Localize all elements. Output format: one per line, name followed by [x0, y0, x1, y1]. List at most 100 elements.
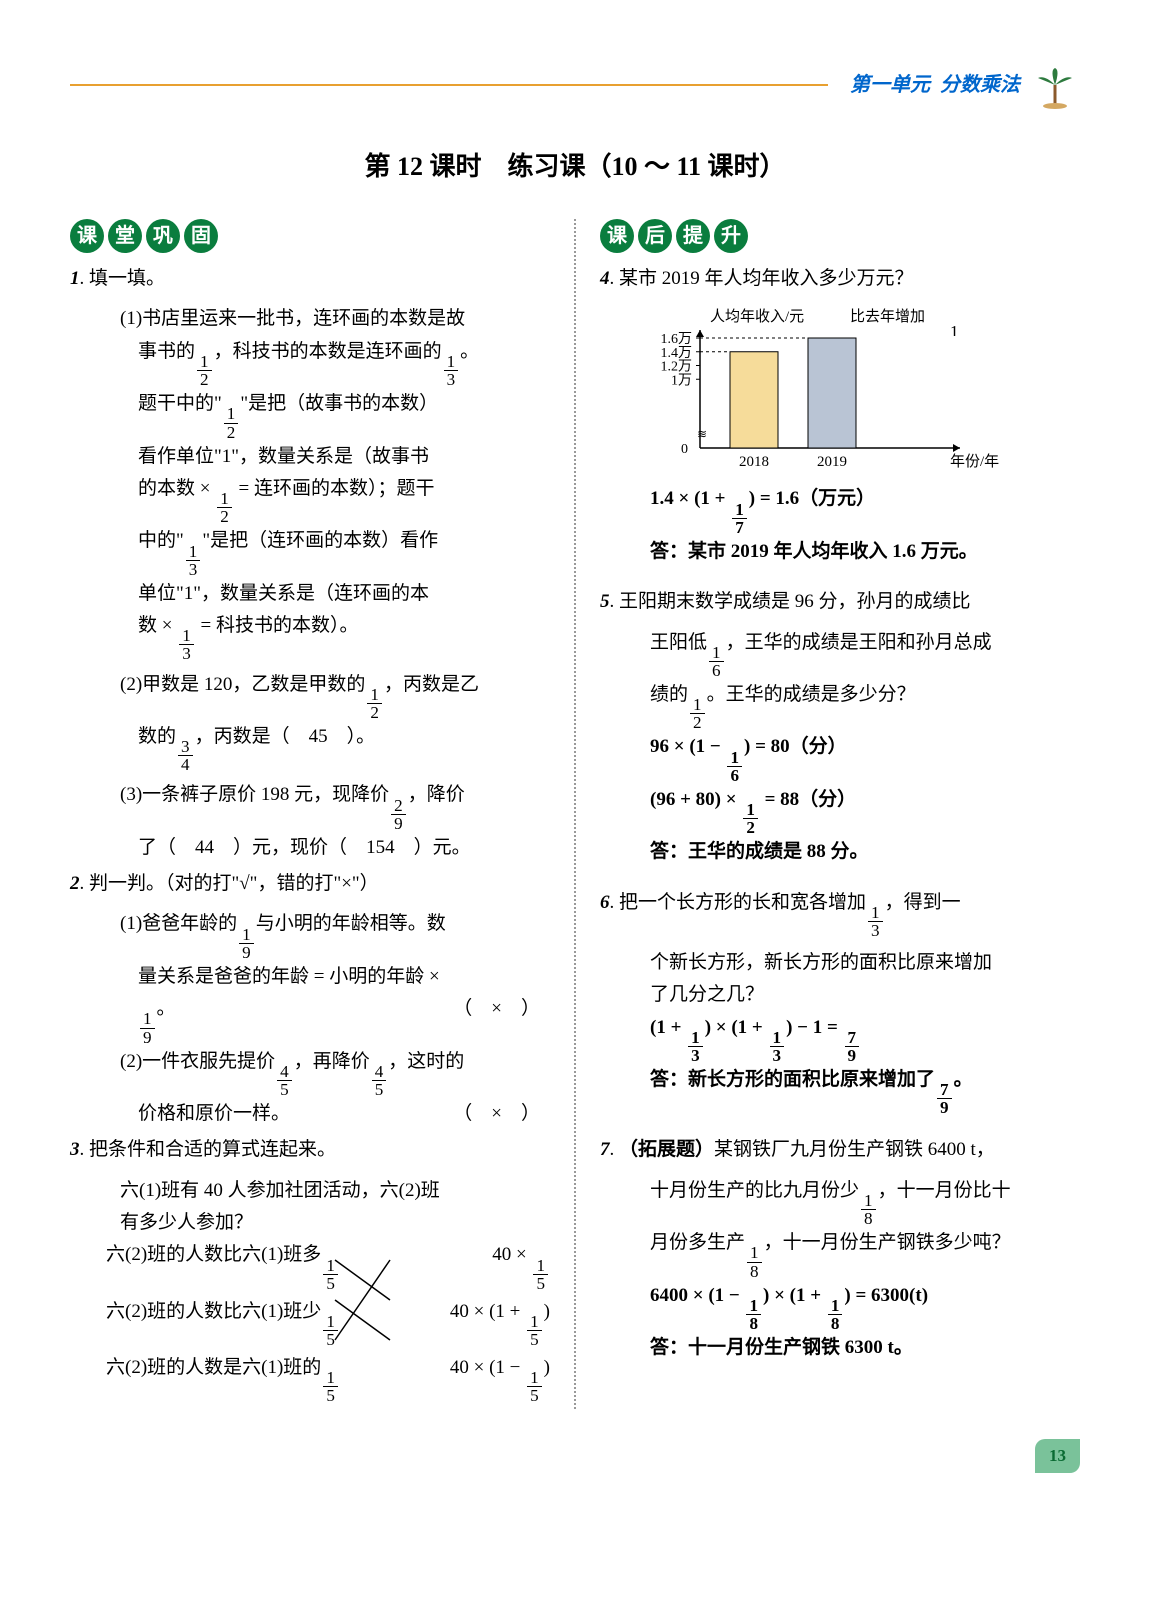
- q5-answer: 答：王华的成绩是 88 分。: [600, 836, 1080, 868]
- text: 事书的: [138, 341, 195, 362]
- text: 答：新长方形的面积比原来增加了: [650, 1069, 935, 1090]
- text: ) = 1.6（万元）: [749, 488, 875, 509]
- q1-s1-line: 数 × 13 = 科技书的本数）。: [70, 610, 550, 662]
- text: 96 × (1 −: [650, 736, 725, 757]
- badge-char: 固: [184, 219, 218, 253]
- text: 量关系是爸爸的年龄 = 小明的年龄 ×: [138, 966, 440, 987]
- q3-intro: 六(1)班有 40 人参加社团活动，六(2)班: [70, 1175, 550, 1207]
- answer: 44: [195, 837, 214, 858]
- q2-title: 判一判。（对的打"√"，错的打"×"）: [89, 873, 379, 894]
- q7-answer: 答：十一月份生产钢铁 6300 t。: [600, 1332, 1080, 1364]
- text: ）看作: [381, 530, 438, 551]
- fraction: 13: [186, 543, 201, 578]
- text: ）元。: [414, 837, 471, 858]
- question-6: 6. 把一个长方形的长和宽各增加13，得到一: [600, 887, 1080, 939]
- text: ）: [419, 393, 438, 414]
- right-column: 课 后 提 升 4. 某市 2019 年人均年收入多少万元？ 人均年收入/元比去…: [600, 219, 1080, 1408]
- label: (1): [120, 308, 142, 329]
- section-badge-classwork: 课 堂 巩 固: [70, 219, 218, 253]
- q-num: 2: [70, 873, 80, 894]
- badge-char: 课: [600, 219, 634, 253]
- q2-s1: (1)爸爸年龄的19与小明的年龄相等。数: [70, 908, 550, 960]
- q5-work: 96 × (1 − 16) = 80（分）: [600, 731, 1080, 783]
- q-num: 4: [600, 268, 610, 289]
- match-left: 六(2)班的人数比六(1)班多15: [106, 1239, 340, 1291]
- q2-s1-line: 19。 （ × ）: [70, 993, 550, 1045]
- badge-char: 堂: [108, 219, 142, 253]
- svg-text:1万: 1万: [671, 374, 692, 389]
- fraction: 18: [828, 1297, 843, 1332]
- q1-s2: (2)甲数是 120，乙数是甲数的12，丙数是乙: [70, 669, 550, 721]
- q4-title: 某市 2019 年人均年收入多少万元？: [619, 268, 914, 289]
- text: 价格和原价一样。: [138, 1098, 290, 1130]
- column-divider: [574, 219, 576, 1408]
- q6-work: (1 + 13) × (1 + 13) − 1 = 79: [600, 1012, 1080, 1064]
- text: 。: [460, 341, 479, 362]
- q5-line: 王阳低16，王华的成绩是王阳和孙月总成: [600, 627, 1080, 679]
- question-1: 1. 填一填。: [70, 263, 550, 295]
- fraction: 17: [732, 501, 747, 536]
- fraction: 13: [444, 353, 459, 388]
- bar-chart: 人均年收入/元比去年增加1701万1.2万1.4万1.6万≋20182019年份…: [640, 303, 1000, 473]
- fraction: 79: [845, 1029, 860, 1064]
- lesson-title: 第 12 课时 练习课（10 ～ 11 课时）: [70, 145, 1080, 189]
- text: (96 + 80) ×: [650, 789, 741, 810]
- q2-s2-line: 价格和原价一样。 （ × ）: [70, 1098, 550, 1130]
- question-4: 4. 某市 2019 年人均年收入多少万元？: [600, 263, 1080, 295]
- svg-text:年份/年: 年份/年: [950, 453, 999, 470]
- answer: 的本数 ×: [138, 478, 215, 499]
- answer: = 科技书的本数: [196, 615, 330, 636]
- text: ，丙数是（: [195, 726, 290, 747]
- text: ）。: [330, 615, 359, 636]
- match-lines: [330, 1245, 400, 1365]
- left-column: 课 堂 巩 固 1. 填一填。 (1)书店里运来一批书，连环画的本数是故 事书的…: [70, 219, 550, 1408]
- match-right: 40 × 15: [492, 1239, 550, 1291]
- match-row: 六(2)班的人数比六(1)班少1540 × (1 + 15): [106, 1296, 550, 1348]
- match-right: 40 × (1 + 15): [450, 1296, 550, 1348]
- fraction: 45: [372, 1063, 387, 1098]
- q1-title: 填一填。: [89, 268, 165, 289]
- text: ，科技书的本数是连环画的: [214, 341, 442, 362]
- answer: 154: [366, 837, 395, 858]
- q1-s1-line: 事书的12，科技书的本数是连环画的13。: [70, 336, 550, 388]
- fraction: 19: [239, 926, 254, 961]
- fraction: 34: [178, 738, 193, 773]
- text: ，降价: [408, 784, 465, 805]
- answer: 连环画的本数: [267, 530, 381, 551]
- fraction: 45: [277, 1063, 292, 1098]
- text: 书店里运来一批书，连环画的本数是故: [142, 308, 465, 329]
- text: 六(1)班有 40 人参加社团活动，六(2)班: [120, 1180, 440, 1201]
- text: 。: [157, 998, 176, 1019]
- text: = 88（分）: [760, 789, 856, 810]
- page-number-wrap: 13: [70, 1439, 1080, 1474]
- text: ）元，现价（: [233, 837, 347, 858]
- text: "是把（: [240, 393, 305, 414]
- fraction: 12: [217, 490, 232, 525]
- fraction: 18: [861, 1192, 876, 1227]
- text: ) = 80（分）: [744, 736, 847, 757]
- fraction: 12: [224, 405, 239, 440]
- text: 了（: [138, 837, 176, 858]
- match-left: 六(2)班的人数是六(1)班的15: [106, 1352, 340, 1404]
- q4-work: 1.4 × (1 + 17) = 1.6（万元）: [600, 483, 1080, 535]
- text: 。王华的成绩是多少分？: [707, 684, 916, 705]
- badge-char: 课: [70, 219, 104, 253]
- q1-s1: (1)书店里运来一批书，连环画的本数是故: [70, 303, 550, 335]
- label: (2): [120, 1051, 142, 1072]
- q5-line: 绩的12。王华的成绩是多少分？: [600, 679, 1080, 731]
- text: ) × (1 +: [763, 1285, 826, 1306]
- q-num: 7: [600, 1139, 610, 1160]
- text: ，再降价: [294, 1051, 370, 1072]
- text: "是把（: [202, 530, 267, 551]
- badge-char: 后: [638, 219, 672, 253]
- q1-s2-line: 数的34，丙数是（ 45 ）。: [70, 721, 550, 773]
- label: (2): [120, 674, 142, 695]
- badge-char: 巩: [146, 219, 180, 253]
- text: 月份多生产: [650, 1232, 745, 1253]
- text: 王阳低: [650, 632, 707, 653]
- match-right: 40 × (1 − 15): [450, 1352, 550, 1404]
- text: 数的: [138, 726, 176, 747]
- text: 一条裤子原价 198 元，现降价: [142, 784, 389, 805]
- svg-text:1.4万: 1.4万: [661, 346, 693, 361]
- q-num: 6: [600, 892, 610, 913]
